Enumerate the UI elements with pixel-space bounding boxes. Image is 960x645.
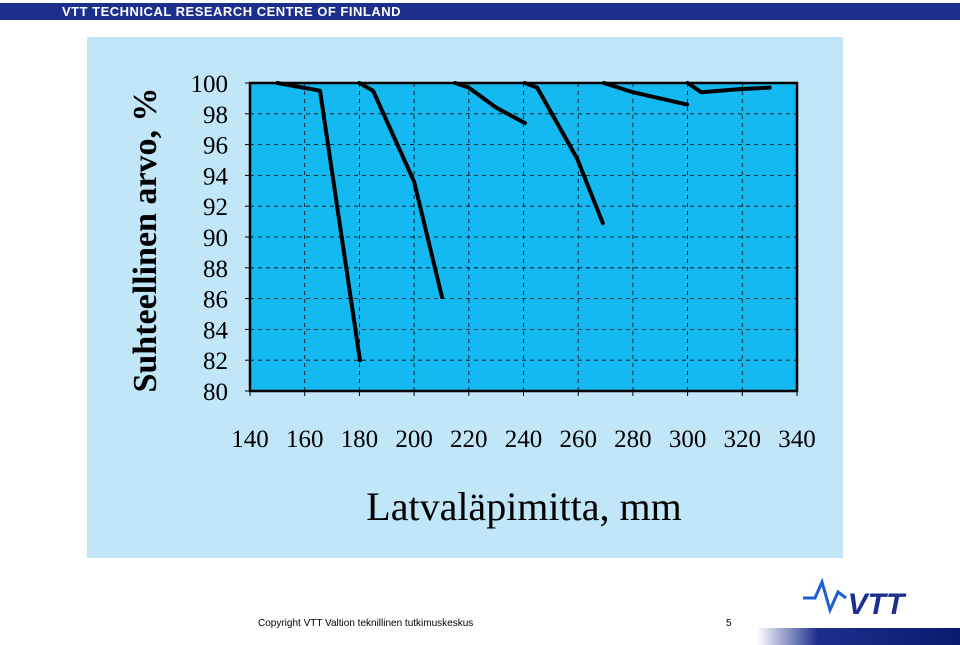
y-tick-label: 94 (203, 163, 229, 190)
data-line (357, 81, 444, 300)
x-tick-label: 160 (286, 426, 324, 453)
x-tick-label: 180 (341, 426, 379, 453)
y-tick-label: 98 (203, 102, 228, 129)
data-line (601, 81, 690, 107)
copyright: Copyright VTT Valtion teknillinen tutkim… (258, 618, 473, 629)
header-bar (0, 3, 960, 20)
x-tick-label: 320 (724, 426, 762, 453)
y-axis-label: Suhteellinen arvo, % (127, 87, 164, 392)
labels: 80 82 84 86 88 90 92 94 96 98 100 140 160 180 200 220 24… (191, 71, 816, 453)
y-tick-label: 96 (203, 133, 228, 160)
logo-wave (803, 577, 847, 615)
data-line (275, 81, 362, 363)
x-tick-label: 300 (669, 426, 707, 453)
y-tick-label: 90 (203, 225, 228, 252)
x-tick-label: 260 (559, 426, 597, 453)
marks (275, 81, 772, 363)
footer-bar (757, 628, 960, 645)
y-tick-label: 92 (203, 194, 228, 221)
data-line (453, 81, 527, 126)
y-tick-label: 80 (203, 379, 228, 406)
x-axis-label: Latvaläpimitta, mm (366, 484, 681, 529)
data-line (522, 81, 605, 226)
page-number: 5 (726, 618, 732, 629)
y-tick-label: 86 (203, 287, 228, 314)
x-tick-label: 220 (450, 426, 488, 453)
y-tick-label: 82 (203, 348, 228, 375)
y-tick-label: 100 (191, 71, 229, 98)
y-tick-label: 88 (203, 256, 228, 283)
data-line (685, 81, 772, 95)
header-title: VTT TECHNICAL RESEARCH CENTRE OF FINLAND (62, 4, 401, 19)
x-tick-label: 240 (505, 426, 543, 453)
plot-frame (248, 81, 799, 393)
x-tick-label: 340 (778, 426, 816, 453)
x-tick-label: 200 (395, 426, 433, 453)
x-tick-label: 280 (614, 426, 652, 453)
x-tick-label: 140 (231, 426, 269, 453)
y-tick-label: 84 (203, 317, 229, 344)
logo: VTT (848, 588, 907, 621)
